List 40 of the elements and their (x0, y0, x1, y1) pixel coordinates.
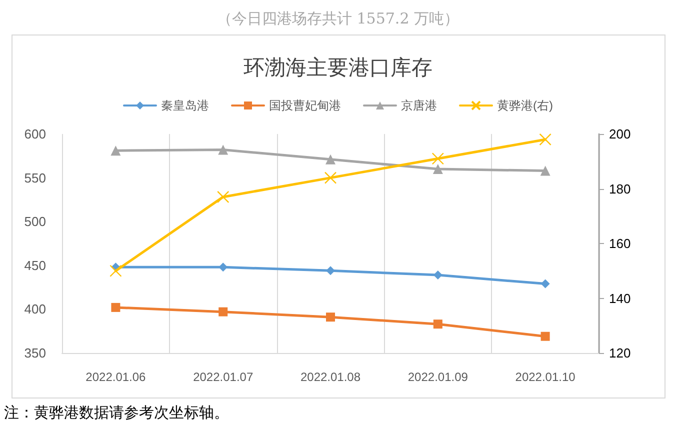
x-tick-label: 2022.01.10 (515, 370, 576, 384)
y-tick-label: 500 (24, 214, 46, 230)
y2-tick-label: 140 (609, 290, 631, 306)
point (540, 279, 550, 288)
legend-label: 国投曹妃甸港 (269, 98, 342, 112)
x-tick-label: 2022.01.07 (193, 370, 254, 384)
y2-tick-label: 180 (609, 181, 631, 196)
legend-label: 京唐港 (401, 98, 438, 112)
point (218, 307, 228, 316)
point (540, 166, 550, 176)
point (432, 152, 444, 165)
y-tick-label: 350 (24, 346, 46, 360)
point (539, 133, 552, 146)
y-tick-label: 450 (24, 258, 46, 273)
y2-tick-label: 120 (609, 346, 631, 360)
point (218, 144, 228, 155)
x-tick-label: 2022.01.08 (300, 370, 361, 384)
y-tick-label: 550 (24, 170, 46, 186)
text: 注：黄骅港数据请参考次坐标轴。 (4, 404, 229, 422)
x-tick-label: 2022.01.09 (408, 370, 468, 384)
y-tick-label: 400 (24, 302, 46, 317)
y-tick-label: 600 (24, 126, 46, 142)
point (110, 146, 121, 156)
point (217, 190, 230, 204)
point (326, 266, 335, 276)
chart-title: 环渤海主要港口库存 (244, 56, 432, 80)
legend-label: 黄骅港(右) (497, 98, 554, 112)
point (432, 164, 443, 174)
point (324, 172, 337, 184)
point (326, 312, 335, 322)
y2-tick-label: 200 (609, 126, 631, 142)
point (540, 332, 550, 341)
point (111, 302, 120, 312)
chart-subtitle: （今日四港场存共计 1557.2 万吨） (216, 10, 460, 28)
legend-label: 秦皇岛港 (161, 98, 210, 112)
x-tick-label: 2022.01.06 (86, 370, 146, 384)
point (110, 264, 122, 277)
point (433, 320, 442, 329)
y2-tick-label: 160 (609, 236, 631, 251)
point (326, 154, 336, 164)
